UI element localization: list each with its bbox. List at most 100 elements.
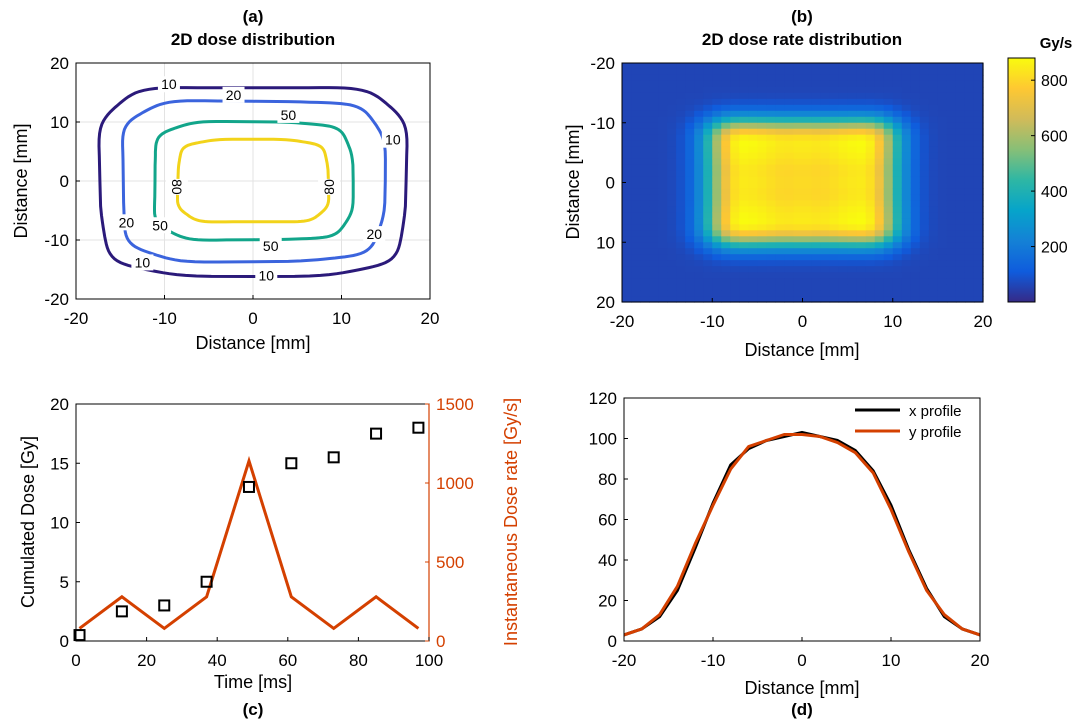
heatmap-cell	[775, 242, 786, 249]
heatmap-cell	[649, 242, 659, 249]
heatmap-cell	[784, 218, 795, 225]
heatmap-cell	[712, 92, 722, 100]
heatmap-cell	[883, 284, 894, 291]
heatmap-cell	[766, 200, 777, 207]
heatmap-cell	[973, 146, 984, 154]
heatmap-cell	[847, 224, 858, 231]
heatmap-cell	[892, 290, 903, 297]
heatmap-cell	[739, 146, 749, 154]
heatmap-cell	[802, 260, 813, 267]
heatmap-cell	[748, 146, 758, 154]
heatmap-cell	[856, 128, 867, 136]
heatmap-cell	[883, 92, 894, 100]
panel-c-label: (c)	[243, 700, 264, 719]
heatmap-cell	[757, 158, 768, 166]
heatmap-cell	[919, 266, 930, 273]
heatmap-cell	[811, 266, 822, 273]
heatmap-cell	[649, 164, 659, 172]
heatmap-cell	[829, 74, 840, 82]
panel-c-ytick-left-0: 0	[60, 632, 69, 651]
heatmap-cell	[802, 80, 813, 88]
heatmap-cell	[739, 104, 749, 112]
heatmap-cell	[892, 242, 903, 249]
heatmap-cell	[973, 164, 984, 172]
heatmap-cell	[712, 80, 722, 88]
heatmap-cell	[910, 152, 921, 160]
heatmap-cell	[685, 290, 695, 297]
heatmap-cell	[829, 248, 840, 255]
heatmap-cell	[973, 63, 984, 70]
heatmap-cell	[658, 140, 668, 148]
heatmap-cell	[784, 194, 795, 202]
heatmap-cell	[946, 224, 957, 231]
heatmap-cell	[901, 284, 912, 291]
heatmap-cell	[910, 122, 921, 130]
heatmap-cell	[901, 188, 912, 196]
heatmap-cell	[793, 218, 804, 225]
heatmap-cell	[973, 212, 984, 219]
heatmap-cell	[838, 272, 849, 279]
heatmap-cell	[856, 290, 867, 297]
heatmap-cell	[946, 272, 957, 279]
heatmap-cell	[640, 254, 650, 261]
heatmap-cell	[793, 266, 804, 273]
heatmap-cell	[892, 200, 903, 207]
heatmap-cell	[631, 254, 641, 261]
heatmap-cell	[874, 194, 885, 202]
heatmap-cell	[820, 80, 831, 88]
heatmap-cell	[730, 230, 740, 237]
panel-d-ytick-6: 120	[589, 389, 617, 408]
heatmap-cell	[793, 254, 804, 261]
heatmap-cell	[847, 146, 858, 154]
heatmap-cell	[847, 63, 858, 70]
heatmap-cell	[712, 194, 722, 202]
heatmap-cell	[784, 182, 795, 190]
heatmap-cell	[793, 212, 804, 219]
contour-label-80-1: 80	[321, 179, 337, 195]
heatmap-cell	[658, 194, 668, 202]
heatmap-cell	[910, 68, 921, 76]
heatmap-cell	[865, 116, 876, 124]
heatmap-cell	[910, 86, 921, 94]
heatmap-cell	[928, 224, 939, 231]
heatmap-cell	[892, 92, 903, 100]
heatmap-cell	[883, 98, 894, 106]
heatmap-cell	[784, 92, 795, 100]
heatmap-cell	[631, 152, 641, 160]
heatmap-cell	[739, 128, 749, 136]
heatmap-cell	[937, 212, 948, 219]
heatmap-cell	[910, 140, 921, 148]
heatmap-cell	[892, 122, 903, 130]
heatmap-cell	[829, 146, 840, 154]
heatmap-cell	[838, 122, 849, 130]
heatmap-cell	[712, 242, 722, 249]
legend-label-1: y profile	[909, 424, 962, 441]
heatmap-cell	[847, 200, 858, 207]
heatmap-cell	[739, 224, 749, 231]
heatmap-cell	[829, 230, 840, 237]
heatmap-cell	[667, 63, 677, 70]
heatmap-cell	[973, 266, 984, 273]
heatmap-cell	[973, 92, 984, 100]
heatmap-cell	[910, 146, 921, 154]
heatmap-cell	[955, 104, 966, 112]
panel-a-ytick-4: 20	[50, 54, 69, 73]
heatmap-cell	[802, 128, 813, 136]
cumulated-dose-point	[327, 451, 340, 464]
heatmap-cell	[820, 200, 831, 207]
heatmap-cell	[721, 260, 731, 267]
heatmap-cell	[730, 260, 740, 267]
heatmap-cell	[856, 206, 867, 213]
heatmap-cell	[667, 128, 677, 136]
heatmap-cell	[901, 290, 912, 297]
heatmap-cell	[775, 278, 786, 285]
heatmap-cell	[964, 74, 975, 82]
heatmap-cell	[928, 158, 939, 166]
heatmap-cell	[847, 230, 858, 237]
heatmap-cell	[973, 122, 984, 130]
heatmap-cell	[748, 80, 758, 88]
heatmap-cell	[901, 68, 912, 76]
heatmap-cell	[703, 248, 713, 255]
heatmap-cell	[937, 146, 948, 154]
heatmap-cell	[937, 134, 948, 142]
